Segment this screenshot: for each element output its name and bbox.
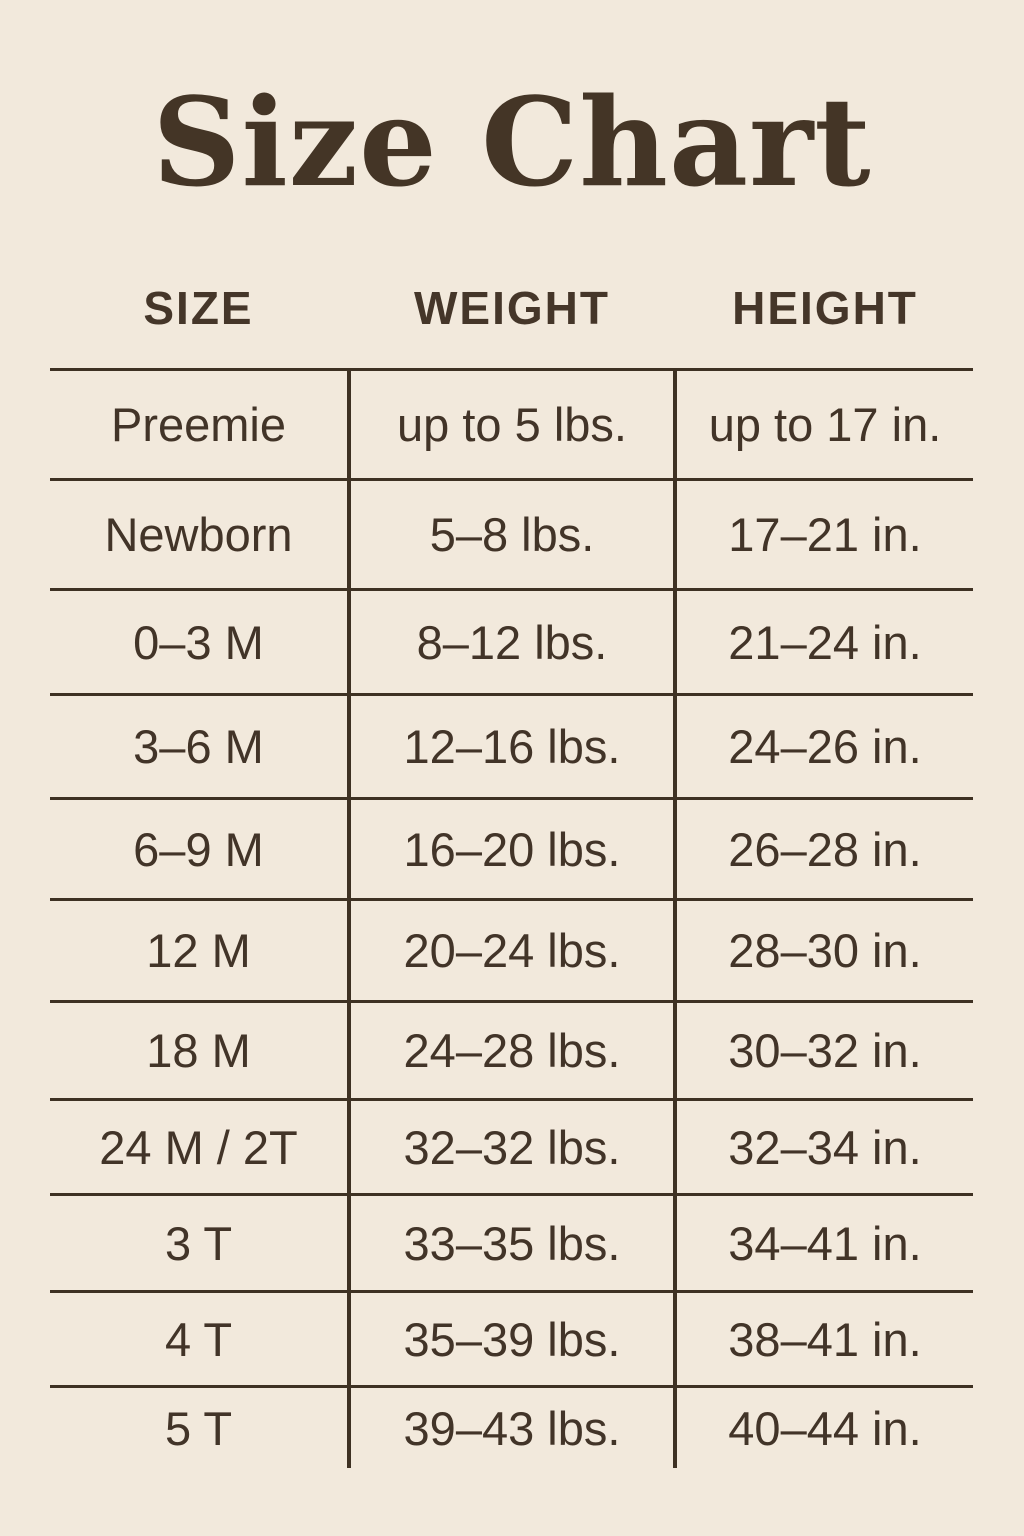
weight-cell: 32–32 lbs. [347,1098,677,1193]
weight-cell: 16–20 lbs. [347,797,677,898]
weight-cell: 35–39 lbs. [347,1290,677,1385]
weight-cell: 39–43 lbs. [347,1385,677,1468]
height-cell: 40–44 in. [677,1385,973,1468]
size-cell: 6–9 M [50,797,347,898]
height-cell: 38–41 in. [677,1290,973,1385]
height-cell: 26–28 in. [677,797,973,898]
column-header-height: HEIGHT [732,282,918,334]
weight-cell: up to 5 lbs. [347,368,677,478]
column-header-size: SIZE [143,282,254,334]
size-cell: 12 M [50,898,347,1000]
height-cell: 32–34 in. [677,1098,973,1193]
height-cell: 24–26 in. [677,693,973,797]
size-table: Preemie up to 5 lbs. up to 17 in. Newbor… [50,368,973,1468]
size-cell: 4 T [50,1290,347,1385]
height-cell: 30–32 in. [677,1000,973,1098]
size-cell: 5 T [50,1385,347,1468]
page-title: Size Chart [152,70,872,214]
weight-cell: 12–16 lbs. [347,693,677,797]
height-cell: 17–21 in. [677,478,973,588]
weight-cell: 24–28 lbs. [347,1000,677,1098]
size-cell: 3 T [50,1193,347,1290]
weight-cell: 20–24 lbs. [347,898,677,1000]
height-cell: 34–41 in. [677,1193,973,1290]
size-cell: 0–3 M [50,588,347,693]
height-cell: 28–30 in. [677,898,973,1000]
height-cell: 21–24 in. [677,588,973,693]
weight-cell: 8–12 lbs. [347,588,677,693]
size-cell: Newborn [50,478,347,588]
weight-cell: 33–35 lbs. [347,1193,677,1290]
table-header-row: SIZE WEIGHT HEIGHT [50,272,973,344]
size-cell: 18 M [50,1000,347,1098]
height-cell: up to 17 in. [677,368,973,478]
weight-cell: 5–8 lbs. [347,478,677,588]
size-cell: 3–6 M [50,693,347,797]
column-header-weight: WEIGHT [414,282,610,334]
size-cell: 24 M / 2T [50,1098,347,1193]
size-cell: Preemie [50,368,347,478]
